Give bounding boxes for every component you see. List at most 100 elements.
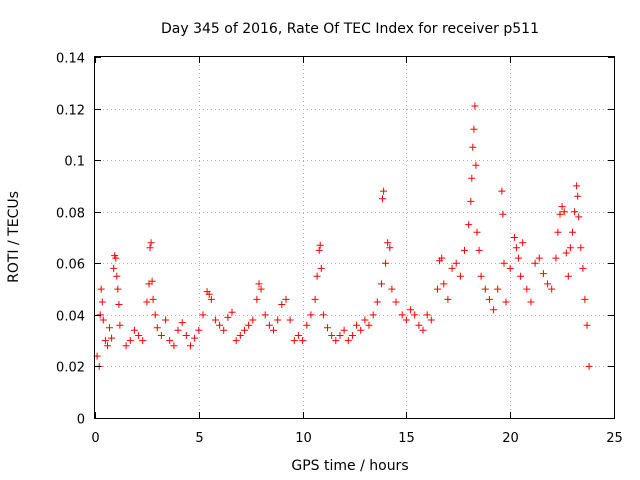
data-point: [573, 182, 581, 190]
data-point: [585, 362, 593, 370]
data-point: [139, 337, 147, 345]
data-point: [411, 311, 419, 319]
data-point: [241, 326, 248, 334]
grid: [95, 57, 614, 418]
data-point: [485, 295, 493, 303]
data-point: [427, 316, 435, 324]
data-point: [498, 187, 506, 195]
data-point: [531, 259, 539, 267]
data-point: [195, 326, 203, 334]
data-point: [299, 337, 307, 345]
data-point: [500, 259, 508, 267]
data-point: [353, 321, 361, 329]
data-point: [282, 295, 290, 303]
data-point: [106, 324, 113, 332]
data-point: [115, 301, 123, 308]
data-point: [328, 332, 336, 339]
data-point: [434, 285, 441, 293]
data-point: [477, 272, 485, 280]
y-tick-label: 0.08: [56, 207, 85, 222]
data-point: [539, 270, 547, 278]
data-point: [228, 308, 236, 316]
data-point: [101, 337, 109, 345]
y-tick-label: 0.06: [56, 258, 85, 273]
data-point: [162, 316, 170, 324]
data-point: [253, 295, 261, 303]
data-point: [211, 316, 219, 324]
data-point: [569, 228, 576, 236]
data-point: [373, 298, 381, 306]
data-point: [99, 316, 107, 324]
data-point: [579, 264, 587, 272]
data-point: [583, 321, 591, 329]
plot-frame: [94, 56, 615, 419]
data-point: [96, 311, 104, 319]
data-point: [174, 326, 182, 334]
data-point: [402, 316, 410, 324]
data-point: [554, 228, 562, 236]
data-point: [512, 244, 520, 252]
data-point: [398, 311, 406, 319]
data-point: [311, 295, 319, 303]
data-point: [148, 277, 156, 285]
data-point: [224, 313, 232, 321]
data-point: [170, 342, 178, 350]
data-point: [384, 239, 392, 247]
data-point: [560, 208, 568, 216]
data-point: [581, 295, 589, 303]
data-point: [515, 254, 522, 262]
data-point: [510, 234, 518, 241]
data-point: [544, 280, 552, 288]
data-point: [369, 311, 377, 319]
data-point: [473, 228, 481, 236]
data-point: [135, 332, 143, 339]
data-point: [324, 324, 331, 332]
data-point: [313, 272, 321, 280]
data-point: [286, 316, 294, 324]
data-point: [577, 244, 585, 252]
data-point: [556, 210, 564, 218]
data-point: [319, 311, 327, 319]
data-point: [469, 143, 477, 151]
data-point: [423, 311, 431, 319]
y-tick-label: 0.02: [56, 361, 85, 376]
data-point: [182, 332, 190, 339]
x-axis-label: GPS time / hours: [291, 458, 408, 474]
data-point: [216, 321, 224, 329]
data-point: [444, 295, 452, 303]
data-point: [157, 332, 165, 339]
data-point: [110, 264, 118, 272]
data-point: [419, 326, 427, 334]
data-point: [274, 316, 282, 324]
data-point: [461, 246, 468, 254]
data-point: [147, 239, 155, 247]
data-point: [575, 213, 583, 221]
data-point: [146, 244, 154, 252]
data-point: [448, 264, 456, 272]
data-point: [166, 337, 174, 345]
data-point: [104, 342, 111, 350]
x-tick-label: 25: [606, 431, 623, 446]
y-tick-label: 0.12: [56, 104, 85, 119]
data-points: [93, 102, 593, 370]
data-point: [126, 337, 134, 345]
data-point: [379, 195, 386, 203]
data-point: [270, 326, 277, 334]
data-point: [178, 319, 186, 327]
data-point: [294, 332, 302, 339]
data-point: [249, 316, 257, 324]
data-point: [467, 197, 475, 205]
data-point: [245, 321, 253, 329]
data-point: [122, 342, 130, 350]
data-point: [236, 332, 244, 339]
data-point: [517, 272, 525, 280]
data-point: [340, 326, 348, 334]
axis-ticks: 0 5 10 15 20 25 0 0.02 0.04 0.06 0.08 0.1 0.12 0.14: [56, 52, 623, 447]
data-point: [438, 254, 446, 262]
data-point: [232, 337, 240, 345]
data-point: [365, 321, 373, 329]
data-point: [108, 334, 116, 342]
data-point: [388, 285, 396, 293]
y-axis-label: ROTI / TECUs: [6, 191, 22, 283]
data-point: [315, 246, 323, 254]
